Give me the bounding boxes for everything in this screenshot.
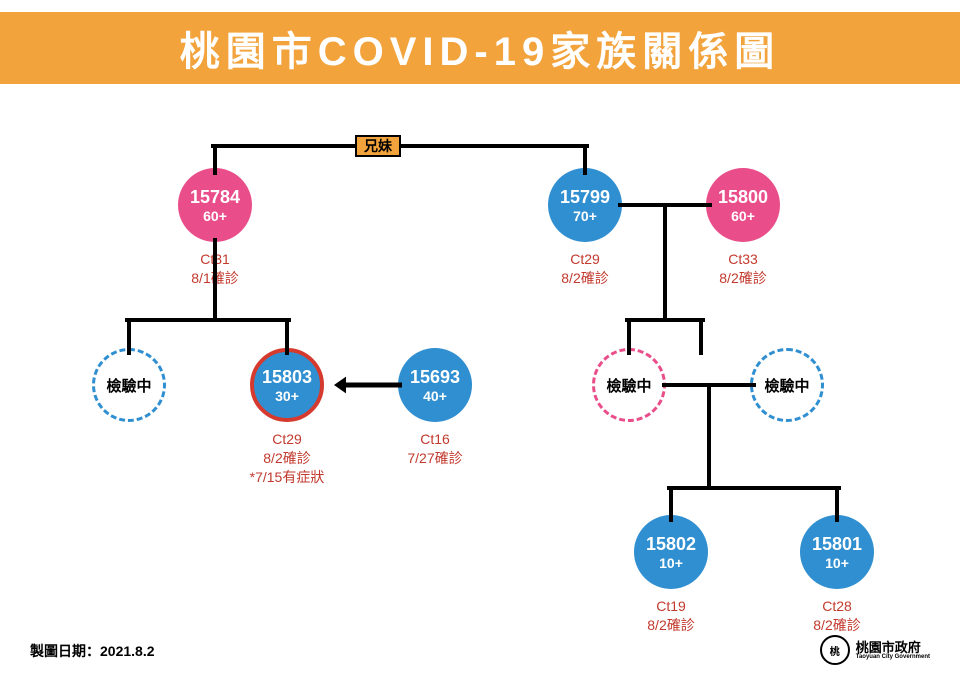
relation-arrow [322, 373, 414, 402]
org-cn: 桃園市政府 [856, 641, 930, 654]
footer-date: 製圖日期：2021.8.2 [30, 641, 155, 661]
footer-org: 桃 桃園市政府 Taoyuan City Government [820, 635, 930, 665]
org-en: Taoyuan City Government [856, 654, 930, 660]
edges-layer [0, 0, 960, 679]
footer-date-text: 製圖日期：2021.8.2 [30, 643, 155, 659]
org-seal-icon: 桃 [820, 635, 850, 665]
sibling-label-text: 兄妹 [364, 136, 392, 156]
org-text: 桃園市政府 Taoyuan City Government [856, 641, 930, 660]
sibling-label: 兄妹 [355, 135, 401, 157]
